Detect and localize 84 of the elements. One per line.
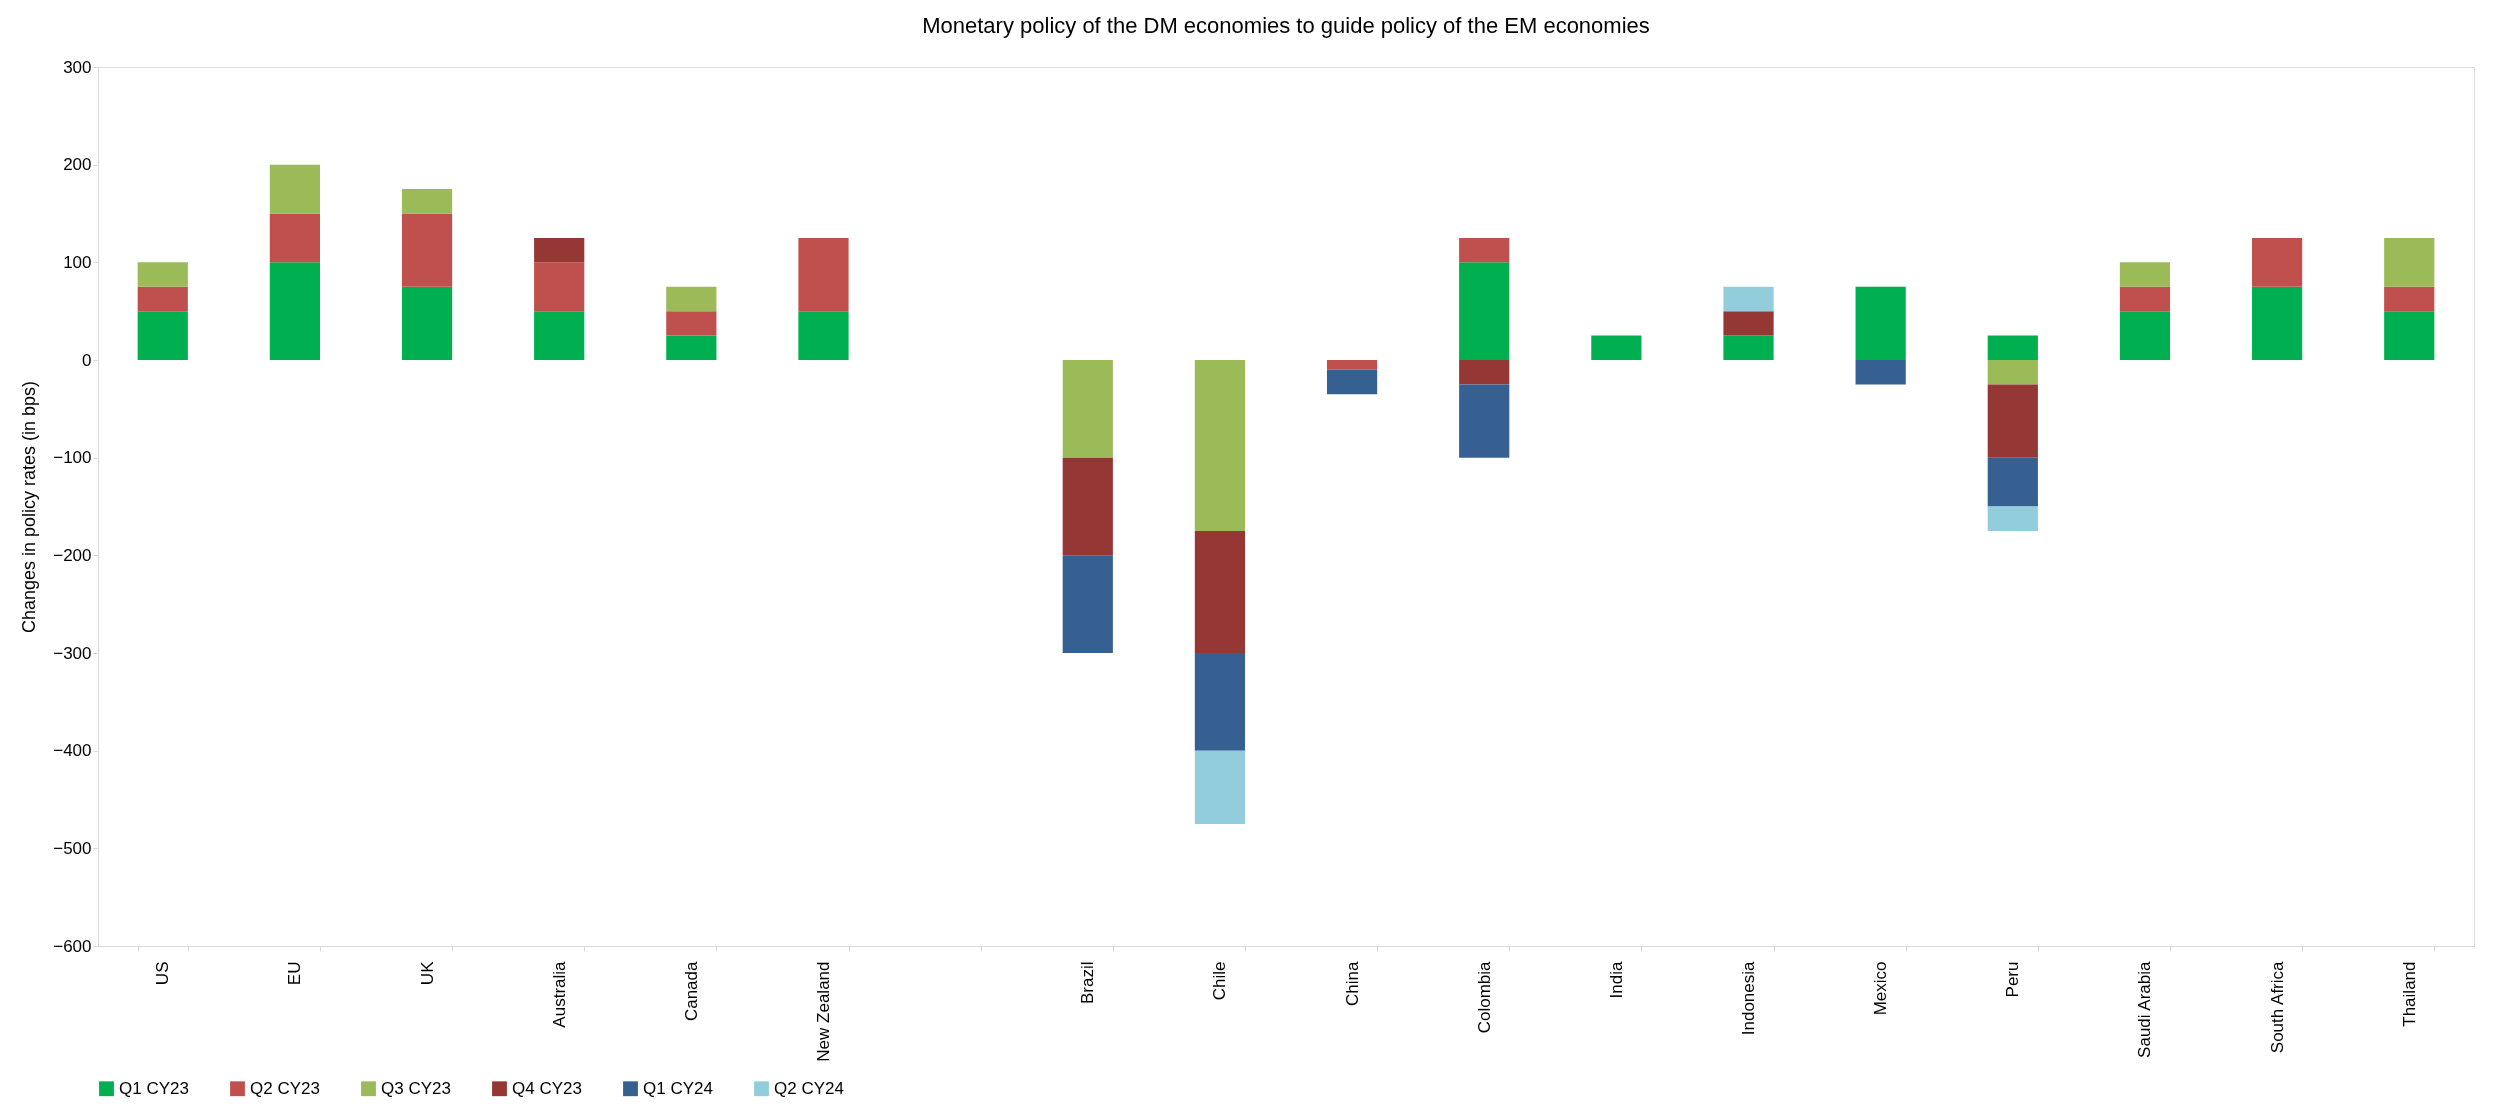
- bar: [1459, 237, 1510, 263]
- bar: [137, 311, 188, 360]
- bar: [1987, 384, 2038, 458]
- bar: [1723, 286, 1774, 312]
- x-tick-label: EU: [285, 961, 305, 986]
- legend-label: Q2 CY24: [774, 1078, 844, 1098]
- y-axis-title: Changes in policy rates (in bps): [19, 380, 40, 634]
- bar: [1194, 530, 1246, 653]
- y-tick-label: −100: [53, 448, 92, 468]
- bar: [1723, 311, 1774, 336]
- bar: [1194, 360, 1246, 531]
- legend-label: Q2 CY23: [250, 1078, 320, 1098]
- bar: [269, 213, 321, 263]
- bar: [1855, 286, 1906, 360]
- legend-label: Q1 CY24: [643, 1078, 713, 1098]
- x-tick-label: Mexico: [1871, 961, 1891, 1016]
- legend-label: Q4 CY23: [512, 1078, 582, 1098]
- x-tick-label: Thailand: [2399, 961, 2419, 1027]
- bar: [2251, 237, 2303, 287]
- bar: [666, 335, 717, 360]
- x-tick-label: South Africa: [2267, 960, 2287, 1054]
- x-tick-label: Peru: [2003, 961, 2023, 998]
- chart-title: Monetary policy of the DM economies to guide policy of the EM economies: [922, 13, 1650, 38]
- bar: [2119, 262, 2171, 287]
- bar: [269, 164, 321, 214]
- bar: [666, 286, 717, 312]
- y-tick-label: 100: [63, 252, 92, 272]
- x-tick-label: UK: [417, 960, 437, 986]
- bar: [1062, 457, 1113, 556]
- x-tick-label: China: [1342, 960, 1362, 1006]
- bar: [1591, 335, 1642, 360]
- legend-label: Q3 CY23: [381, 1078, 451, 1098]
- bar: [666, 311, 717, 336]
- bar: [1987, 335, 2038, 360]
- bar: [534, 262, 585, 312]
- x-tick-label: Brazil: [1078, 961, 1098, 1005]
- bar: [1326, 360, 1378, 370]
- bar: [534, 311, 585, 360]
- bar: [2384, 286, 2435, 312]
- bar: [401, 189, 453, 214]
- y-tick-label: −400: [53, 741, 92, 761]
- x-tick-label: Canada: [681, 960, 701, 1022]
- bar: [798, 237, 849, 312]
- y-tick-label: −600: [53, 936, 92, 956]
- bar: [401, 213, 453, 287]
- bar: [798, 311, 849, 360]
- bar: [1459, 360, 1510, 385]
- bar: [1062, 360, 1113, 458]
- x-tick-label: US: [153, 961, 173, 986]
- bar: [1459, 384, 1510, 458]
- bar: [1987, 457, 2038, 507]
- x-tick-label: Australia: [549, 960, 569, 1028]
- x-tick-label: Indonesia: [1739, 960, 1759, 1036]
- bar: [137, 286, 188, 312]
- y-tick-label: 200: [63, 155, 92, 175]
- bar: [1459, 262, 1510, 360]
- x-tick-label: Chile: [1210, 961, 1230, 1001]
- y-tick-label: −500: [53, 838, 92, 858]
- bar: [534, 237, 585, 263]
- x-tick-label: India: [1606, 960, 1626, 999]
- x-tick-label: Colombia: [1474, 960, 1494, 1034]
- bar: [1326, 369, 1378, 395]
- bar: [1723, 335, 1774, 360]
- y-tick-label: 300: [63, 57, 92, 77]
- bar: [2251, 286, 2303, 360]
- bar: [269, 262, 321, 360]
- legend-label: Q1 CY23: [119, 1078, 189, 1098]
- bar: [2119, 286, 2171, 312]
- y-tick-label: −200: [53, 545, 92, 565]
- bar: [401, 286, 453, 360]
- bar: [1987, 506, 2038, 531]
- bar: [2384, 311, 2435, 360]
- bar: [1855, 360, 1906, 385]
- x-tick-label: Saudi Arabia: [2135, 960, 2155, 1058]
- bar: [1062, 555, 1113, 653]
- bar: [1987, 360, 2038, 385]
- y-tick-label: 0: [82, 350, 92, 370]
- bar: [2384, 237, 2435, 287]
- bar: [2119, 311, 2171, 360]
- x-tick-label: New Zealand: [813, 961, 833, 1062]
- bar: [1194, 750, 1246, 824]
- y-tick-label: −300: [53, 643, 92, 663]
- bar: [137, 262, 188, 287]
- bar: [1194, 653, 1246, 751]
